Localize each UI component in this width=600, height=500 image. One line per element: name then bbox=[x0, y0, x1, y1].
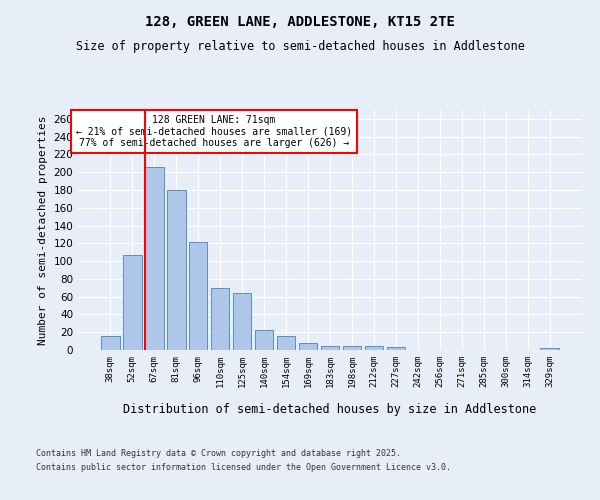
Bar bbox=[541, 348, 559, 350]
Bar bbox=[365, 346, 383, 350]
Text: 128 GREEN LANE: 71sqm
← 21% of semi-detached houses are smaller (169)
77% of sem: 128 GREEN LANE: 71sqm ← 21% of semi-deta… bbox=[76, 115, 352, 148]
Bar bbox=[277, 336, 295, 350]
Bar bbox=[211, 288, 229, 350]
Bar bbox=[123, 255, 142, 350]
Y-axis label: Number of semi-detached properties: Number of semi-detached properties bbox=[38, 116, 48, 345]
Bar bbox=[189, 242, 208, 350]
Bar bbox=[233, 293, 251, 350]
Text: Distribution of semi-detached houses by size in Addlestone: Distribution of semi-detached houses by … bbox=[124, 402, 536, 415]
Bar bbox=[101, 336, 119, 350]
Bar bbox=[320, 346, 340, 350]
Text: Size of property relative to semi-detached houses in Addlestone: Size of property relative to semi-detach… bbox=[76, 40, 524, 53]
Bar bbox=[255, 330, 274, 350]
Text: 128, GREEN LANE, ADDLESTONE, KT15 2TE: 128, GREEN LANE, ADDLESTONE, KT15 2TE bbox=[145, 15, 455, 29]
Bar bbox=[343, 346, 361, 350]
Bar bbox=[167, 190, 185, 350]
Text: Contains HM Land Registry data © Crown copyright and database right 2025.: Contains HM Land Registry data © Crown c… bbox=[36, 448, 401, 458]
Bar bbox=[145, 167, 164, 350]
Bar bbox=[299, 343, 317, 350]
Text: Contains public sector information licensed under the Open Government Licence v3: Contains public sector information licen… bbox=[36, 464, 451, 472]
Bar bbox=[386, 348, 405, 350]
